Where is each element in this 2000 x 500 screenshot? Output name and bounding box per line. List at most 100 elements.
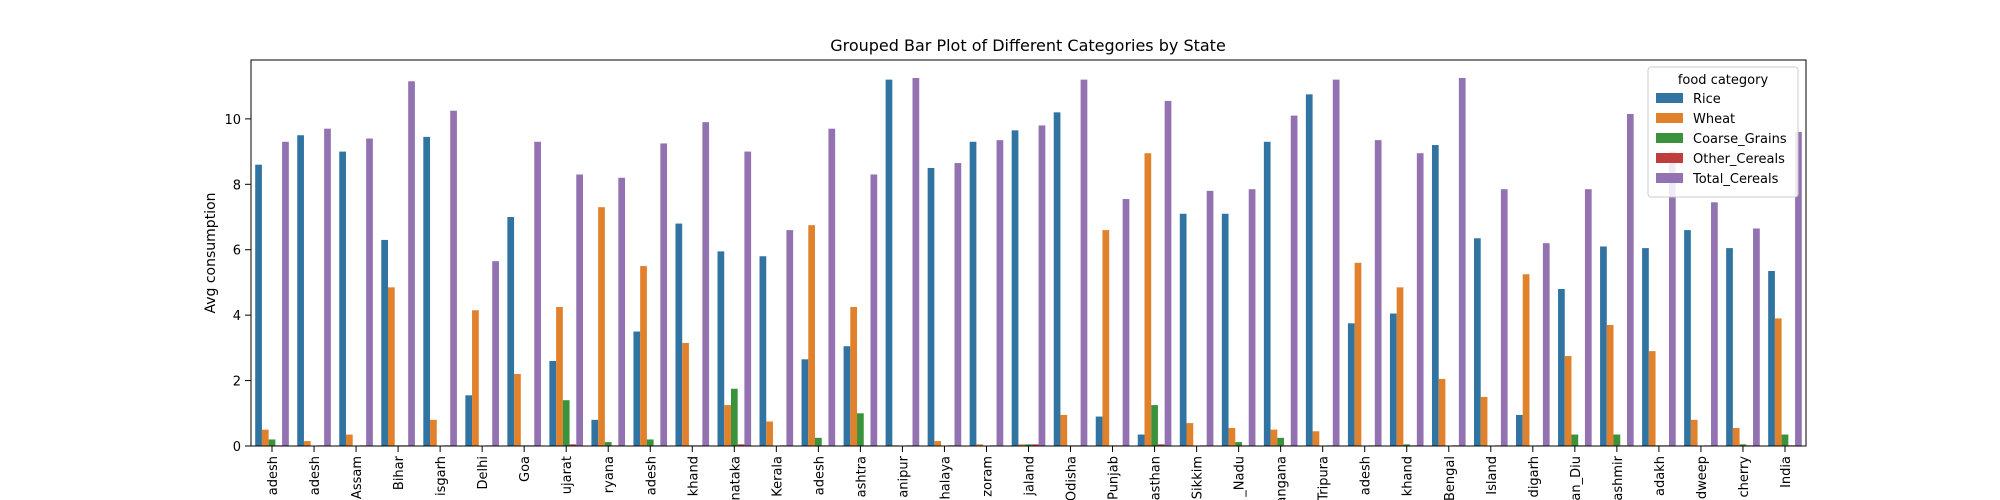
bar-total-cereals: [324, 128, 331, 446]
bar-total-cereals: [1753, 228, 1760, 446]
bar-wheat: [724, 405, 731, 446]
x-tick-label: ujarat: [560, 456, 575, 494]
x-tick-label: adesh: [644, 456, 659, 495]
y-tick-label: 10: [224, 113, 241, 128]
bar-total-cereals: [1584, 189, 1592, 446]
legend-swatch: [1656, 173, 1683, 183]
bar-wheat: [1774, 318, 1782, 446]
bar-coarse-grains: [562, 400, 570, 446]
bar-total-cereals: [1458, 77, 1466, 446]
y-tick-label: 8: [233, 178, 241, 193]
bar-rice: [1053, 112, 1061, 446]
x-tick-label: anipur: [896, 455, 911, 497]
bar-total-cereals: [1668, 151, 1676, 446]
x-tick-label: halaya: [938, 456, 953, 499]
bar-wheat: [1102, 230, 1110, 446]
bar-other-cereals: [1031, 444, 1039, 446]
legend-label: Total_Cereals: [1692, 172, 1779, 187]
x-tick-label: Bengal: [1443, 456, 1458, 500]
bar-total-cereals: [282, 141, 289, 446]
x-tick-label: digarh: [1527, 456, 1542, 497]
bar-rice: [843, 346, 851, 446]
y-tick-label: 2: [233, 375, 241, 390]
bar-coarse-grains: [1151, 405, 1158, 446]
x-tick-label: Bihar: [392, 455, 407, 490]
x-tick-label: ashmir: [1611, 455, 1626, 500]
bar-wheat: [766, 421, 773, 446]
chart-title: Grouped Bar Plot of Different Categories…: [830, 36, 1226, 55]
bar-wheat: [1018, 444, 1026, 446]
x-tick-label: an_Diu: [1569, 456, 1584, 500]
legend-label: Coarse_Grains: [1693, 132, 1787, 147]
y-axis: 0 2 4 6 8 10: [224, 113, 251, 455]
bar-rice: [465, 395, 473, 446]
bar-other-cereals: [1157, 444, 1165, 446]
bar-total-cereals: [1374, 140, 1382, 446]
bar-coarse-grains: [1781, 434, 1789, 446]
bar-wheat: [1186, 423, 1194, 446]
bar-total-cereals: [534, 141, 541, 446]
bar-wheat: [1144, 153, 1152, 446]
bar-rice: [717, 251, 725, 446]
x-tick-label: ashtra: [854, 456, 869, 497]
legend-title: food category: [1678, 73, 1769, 88]
x-tick-label: Goa: [518, 456, 533, 482]
bar-wheat: [345, 434, 353, 446]
bar-rice: [1516, 414, 1523, 446]
bar-other-cereals: [737, 444, 745, 446]
bar-rice: [1558, 288, 1565, 446]
x-tick-label: _Nadu: [1233, 456, 1248, 498]
x-tick-label: Island: [1485, 456, 1500, 495]
bar-rice: [381, 239, 388, 446]
bar-total-cereals: [996, 140, 1004, 446]
bar-total-cereals: [1416, 153, 1424, 446]
bar-rice: [1473, 238, 1481, 446]
x-tick-label: adakh: [1653, 456, 1668, 496]
bar-total-cereals: [492, 261, 499, 446]
bar-wheat: [598, 207, 605, 446]
legend-swatch: [1656, 133, 1683, 143]
bar-total-cereals: [828, 128, 836, 446]
bar-rice: [633, 331, 641, 446]
bar-wheat: [1480, 396, 1488, 446]
bar-total-cereals: [786, 230, 794, 446]
legend-label: Wheat: [1693, 112, 1735, 127]
bar-total-cereals: [1122, 199, 1130, 446]
bar-total-cereals: [1542, 243, 1550, 446]
bar-coarse-grains: [1613, 434, 1621, 446]
bar-wheat: [1648, 351, 1656, 446]
bar-rice: [1684, 230, 1691, 446]
bar-wheat: [640, 266, 647, 446]
x-tick-label: jaland: [1023, 456, 1038, 497]
bar-total-cereals: [1290, 115, 1298, 446]
bar-coarse-grains: [857, 413, 864, 446]
x-tick-label: cherry: [1737, 456, 1752, 498]
x-tick-label: khand: [686, 456, 701, 496]
bar-total-cereals: [1332, 79, 1340, 446]
bar-wheat: [1522, 274, 1530, 446]
bar-wheat: [850, 306, 858, 446]
bar-wheat: [261, 429, 269, 446]
bar-total-cereals: [1164, 100, 1172, 446]
x-tick-label: adesh: [266, 456, 281, 495]
x-tick-label: khand: [1401, 456, 1416, 496]
bar-rice: [969, 141, 977, 446]
bar-total-cereals: [1711, 202, 1718, 446]
x-tick-label: dweep: [1695, 456, 1710, 499]
bar-rice: [507, 217, 515, 446]
bar-coarse-grains: [1235, 442, 1242, 446]
y-tick-label: 6: [233, 244, 241, 259]
bar-wheat: [430, 419, 437, 446]
bar-total-cereals: [1206, 190, 1214, 446]
bar-wheat: [1354, 262, 1362, 446]
bar-total-cereals: [618, 177, 626, 446]
bar-rice: [339, 151, 346, 446]
legend: food category Rice Wheat Coarse_Grains Othe…: [1647, 66, 1799, 198]
x-tick-label: Sikkim: [1191, 456, 1206, 499]
y-axis-label: Avg consumption: [203, 192, 219, 313]
bar-rice: [1095, 416, 1103, 446]
bar-rice: [1431, 145, 1439, 446]
bar-wheat: [1564, 356, 1572, 446]
bar-wheat: [1228, 428, 1236, 446]
